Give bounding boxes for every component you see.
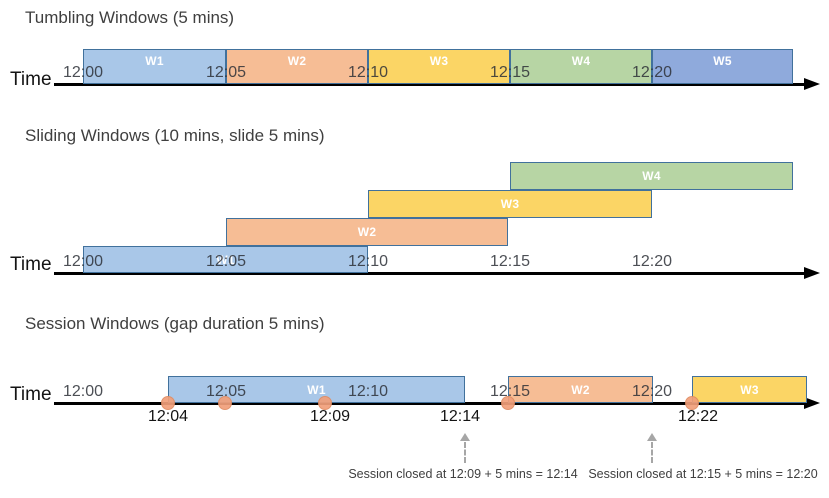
session-event-dot-4	[501, 396, 515, 410]
session-callout-arrow-line-2	[651, 442, 653, 463]
tumbling-window-w2: W2	[226, 49, 368, 84]
sliding-tick-1210: 12:10	[347, 253, 389, 270]
session-event-time-1222: 12:22	[677, 408, 719, 425]
tumbling-tick-1210: 12:10	[347, 64, 389, 81]
session-timeline-arrowhead-icon	[804, 397, 820, 409]
sliding-window-w3: W3	[368, 190, 652, 218]
session-time-axis-label: Time	[10, 384, 52, 405]
tumbling-window-w3: W3	[368, 49, 510, 84]
session-window-w1-label: W1	[307, 382, 326, 397]
tumbling-window-w5: W5	[652, 49, 793, 84]
session-window-w3-label: W3	[740, 382, 759, 397]
session-callout-arrow-icon-1	[460, 433, 470, 441]
tumbling-tick-1200: 12:00	[62, 64, 104, 81]
session-window-w3: W3	[692, 376, 807, 403]
session-event-dot-1	[161, 396, 175, 410]
tumbling-window-w3-label: W3	[429, 54, 449, 68]
session-event-dot-2	[218, 396, 232, 410]
session-window-w2-label: W2	[571, 382, 590, 397]
session-callout-arrow-line-1	[464, 442, 466, 463]
session-event-dot-3	[318, 396, 332, 410]
session-callout-note-1: Session closed at 12:09 + 5 mins = 12:14	[348, 467, 578, 481]
sliding-tick-1215: 12:15	[489, 253, 531, 270]
tumbling-window-w4-label: W4	[571, 54, 591, 68]
session-event-time-1209: 12:09	[309, 408, 351, 425]
session-window-w1: W1	[168, 376, 465, 403]
tumbling-timeline	[54, 82, 804, 86]
sliding-window-w3-label: W3	[500, 197, 520, 211]
tumbling-timeline-arrowhead-icon	[804, 78, 820, 90]
tumbling-tick-1215: 12:15	[489, 64, 531, 81]
tumbling-window-w4: W4	[510, 49, 652, 84]
session-callout-arrow-icon-2	[647, 433, 657, 441]
tumbling-section-title: Tumbling Windows (5 mins)	[25, 8, 235, 27]
sliding-tick-1220: 12:20	[631, 253, 673, 270]
session-window-w2: W2	[508, 376, 653, 403]
sliding-window-w2-label: W2	[357, 225, 377, 239]
session-event-time-1204: 12:04	[147, 408, 189, 425]
sliding-time-axis-label: Time	[10, 254, 52, 275]
session-callout-note-2: Session closed at 12:15 + 5 mins = 12:20	[588, 467, 818, 481]
sliding-window-w1-label: W1	[216, 252, 235, 267]
sliding-timeline	[54, 271, 804, 275]
session-tick-1215: 12:15	[489, 383, 531, 400]
session-tick-1200: 12:00	[62, 383, 104, 400]
sliding-window-w4: W4	[510, 162, 793, 190]
session-tick-1205: 12:05	[205, 383, 247, 400]
tumbling-tick-1220: 12:20	[631, 64, 673, 81]
sliding-window-w1: W1	[83, 246, 368, 273]
tumbling-time-axis-label: Time	[10, 69, 52, 90]
tumbling-tick-1205: 12:05	[205, 64, 247, 81]
sliding-tick-1205: 12:05	[205, 253, 247, 270]
sliding-window-w2: W2	[226, 218, 508, 246]
tumbling-window-w2-label: W2	[287, 54, 307, 68]
session-event-dot-5	[685, 396, 699, 410]
tumbling-window-w1-label: W1	[145, 54, 164, 68]
sliding-tick-1200: 12:00	[62, 253, 104, 270]
session-tick-1210: 12:10	[347, 383, 389, 400]
sliding-timeline-arrowhead-icon	[804, 267, 820, 279]
session-timeline	[54, 401, 804, 405]
session-tick-1220: 12:20	[631, 383, 673, 400]
sliding-window-w4-label: W4	[642, 169, 661, 183]
sliding-section-title: Sliding Windows (10 mins, slide 5 mins)	[25, 126, 325, 145]
session-section-title: Session Windows (gap duration 5 mins)	[25, 314, 325, 333]
tumbling-window-w1: W1	[83, 49, 226, 84]
tumbling-window-w5-label: W5	[713, 54, 732, 68]
session-event-time-1214: 12:14	[439, 408, 481, 425]
